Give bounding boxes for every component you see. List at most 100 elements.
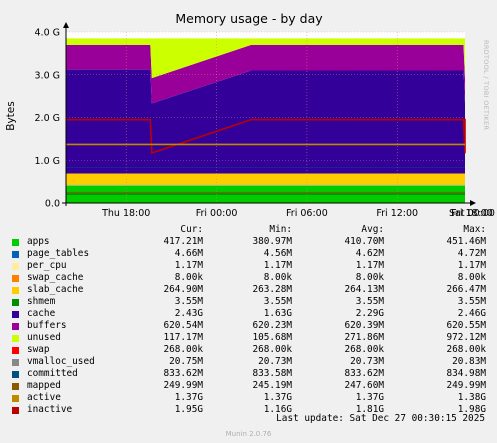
legend-row-shmem: shmem 3.55M 3.55M 3.55M 3.55M <box>12 296 486 308</box>
legend-name: mapped <box>27 380 61 391</box>
x-tick-label-2: Fri 06:00 <box>286 208 328 219</box>
legend-max: 1.38G <box>457 392 486 403</box>
legend-avg: 247.60M <box>344 380 384 391</box>
y-tick-label-2: 2.0 G <box>35 113 61 124</box>
legend-cur: 2.43G <box>174 308 203 319</box>
legend-name: inactive <box>27 404 73 415</box>
legend-max: 1.17M <box>457 260 486 271</box>
legend-rows: apps 417.21M 380.97M 410.70M 451.46M page_tab… <box>12 236 486 416</box>
legend-row-unused: unused 117.17M 105.68M 271.86M 972.12M <box>12 332 486 344</box>
legend-swatch <box>12 275 19 282</box>
legend-cur: 268.00k <box>163 344 203 355</box>
munin-version: Munin 2.0.76 <box>225 430 272 438</box>
line-series <box>66 118 466 193</box>
legend-min: 3.55M <box>263 296 292 307</box>
area-unused <box>66 38 465 79</box>
legend-row-page-tables: page_tables 4.66M 4.56M 4.62M 4.72M <box>12 248 486 260</box>
legend-min: 1.63G <box>263 308 292 319</box>
legend-swatch <box>12 371 19 378</box>
legend-max: 834.98M <box>446 368 486 379</box>
x-tick-label-5: Sat 00:00 <box>449 208 495 219</box>
legend-cur: 20.75M <box>169 356 203 367</box>
legend-row-active: active 1.37G 1.37G 1.37G 1.38G <box>12 392 486 404</box>
legend-swatch <box>12 359 19 366</box>
area-slab-cache-overlay <box>66 173 465 185</box>
legend-row-slab-cache: slab_cache 264.90M 263.28M 264.13M 266.47M <box>12 284 486 296</box>
legend-avg: 20.73M <box>350 356 384 367</box>
legend-min: 1.16G <box>263 404 292 415</box>
y-axis-label: Bytes <box>5 101 17 130</box>
legend: Cur: Min: Avg: Max: apps 417.21M 380.97M 41… <box>12 224 486 416</box>
legend-cur: 417.21M <box>163 236 203 247</box>
legend-min: 245.19M <box>252 380 292 391</box>
legend-cur: 117.17M <box>163 332 203 343</box>
legend-max: 4.72M <box>457 248 486 259</box>
legend-cur: 249.99M <box>163 380 203 391</box>
legend-name: vmalloc_used <box>27 356 95 367</box>
legend-max: 972.12M <box>446 332 486 343</box>
x-axis-arrow <box>470 200 476 206</box>
legend-cur: 1.37G <box>174 392 203 403</box>
legend-name: shmem <box>27 296 56 307</box>
legend-swatch <box>12 347 19 354</box>
legend-cur: 4.66M <box>174 248 203 259</box>
legend-cur: 264.90M <box>163 284 203 295</box>
legend-min: 4.56M <box>263 248 292 259</box>
legend-avg: 620.39M <box>344 320 384 331</box>
y-tick-labels: 0.0 1.0 G 2.0 G 3.0 G 4.0 G <box>35 28 61 210</box>
x-tick-labels: Thu 18:00 Fri 00:00 Fri 06:00 Fri 12:00 Fri … <box>101 208 495 219</box>
legend-avg: 2.29G <box>355 308 384 319</box>
col-cur: Cur: <box>180 224 203 235</box>
y-tick-label-0: 0.0 <box>45 199 60 210</box>
legend-row-vmalloc-used: vmalloc_used 20.75M 20.73M 20.73M 20.83M <box>12 356 486 368</box>
legend-cur: 833.62M <box>163 368 203 379</box>
legend-min: 833.58M <box>252 368 292 379</box>
col-max: Max: <box>463 224 486 235</box>
legend-max: 268.00k <box>446 344 486 355</box>
legend-row-swap: swap 268.00k 268.00k 268.00k 268.00k <box>12 344 486 356</box>
chart-title: Memory usage - by day <box>175 11 323 26</box>
x-tick-label-1: Fri 00:00 <box>196 208 238 219</box>
legend-max: 2.46G <box>457 308 486 319</box>
legend-min: 263.28M <box>252 284 292 295</box>
area-buffers <box>66 43 465 104</box>
legend-name: slab_cache <box>27 284 84 295</box>
legend-row-per-cpu: per_cpu 1.17M 1.17M 1.17M 1.17M <box>12 260 486 272</box>
col-min: Min: <box>269 224 292 235</box>
last-update: Last update: Sat Dec 27 00:30:15 2025 <box>276 413 485 424</box>
legend-avg: 410.70M <box>344 236 384 247</box>
legend-row-cache: cache 2.43G 1.63G 2.29G 2.46G <box>12 308 486 320</box>
legend-row-buffers: buffers 620.54M 620.23M 620.39M 620.55M <box>12 320 486 332</box>
legend-name: page_tables <box>27 248 90 259</box>
legend-avg: 3.55M <box>355 296 384 307</box>
legend-name: per_cpu <box>27 260 67 271</box>
legend-avg: 264.13M <box>344 284 384 295</box>
legend-header: Cur: Min: Avg: Max: <box>12 224 486 236</box>
legend-row-mapped: mapped 249.99M 245.19M 247.60M 249.99M <box>12 380 486 392</box>
legend-cur: 3.55M <box>174 296 203 307</box>
legend-max: 249.99M <box>446 380 486 391</box>
legend-min: 620.23M <box>252 320 292 331</box>
y-tick-label-4: 4.0 G <box>35 28 61 39</box>
legend-min: 380.97M <box>252 236 292 247</box>
legend-cur: 620.54M <box>163 320 203 331</box>
area-per-cpu-overlay <box>66 184 465 186</box>
legend-swatch <box>12 323 19 330</box>
y-tick-label-3: 3.0 G <box>35 70 61 81</box>
memory-chart: Memory usage - by day Bytes RRDTOOL / TO… <box>5 11 495 219</box>
legend-max: 266.47M <box>446 284 486 295</box>
legend-swatch <box>12 407 19 414</box>
rrdtool-credit: RRDTOOL / TOBI OETIKER <box>482 40 490 130</box>
legend-name: apps <box>27 236 50 247</box>
legend-swatch <box>12 311 19 318</box>
x-tick-label-3: Fri 12:00 <box>376 208 418 219</box>
legend-max: 3.55M <box>457 296 486 307</box>
legend-swatch <box>12 335 19 342</box>
y-axis-arrow <box>63 22 69 28</box>
legend-row-swap-cache: swap_cache 8.00k 8.00k 8.00k 8.00k <box>12 272 486 284</box>
legend-name: cache <box>27 308 56 319</box>
legend-row-inactive: inactive 1.95G 1.16G 1.81G 1.98G <box>12 404 486 416</box>
legend-max: 1.98G <box>457 404 486 415</box>
legend-name: buffers <box>27 320 67 331</box>
legend-name: swap <box>27 344 50 355</box>
